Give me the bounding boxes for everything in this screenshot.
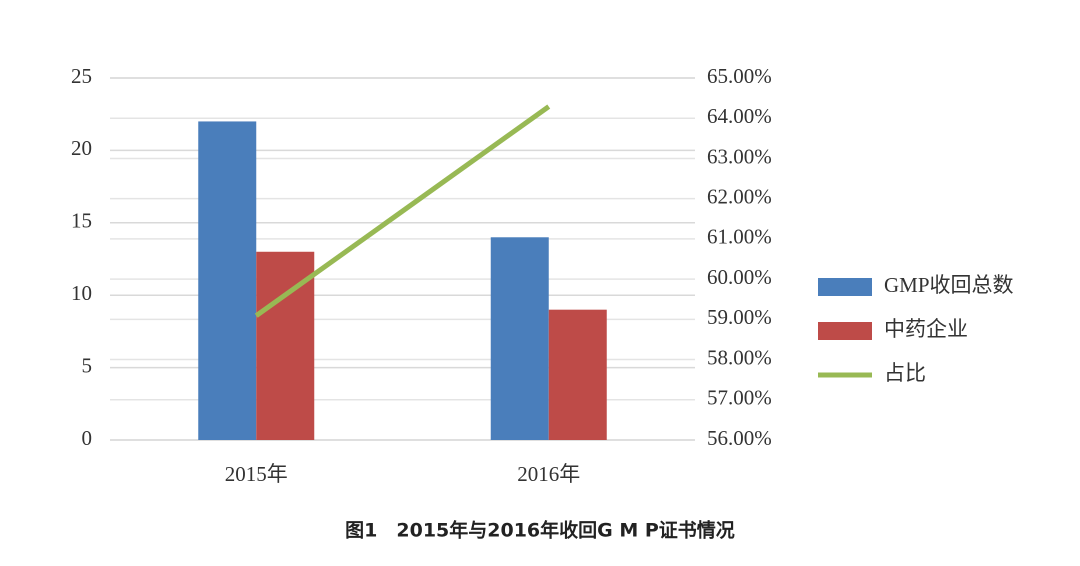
y-tick-label: 10 xyxy=(71,281,92,305)
legend-swatch xyxy=(818,278,872,296)
y2-tick-label: 63.00% xyxy=(707,144,772,168)
y-tick-label: 25 xyxy=(71,64,92,88)
y2-tick-label: 60.00% xyxy=(707,265,772,289)
bar xyxy=(198,121,257,440)
y2-tick-label: 58.00% xyxy=(707,345,772,369)
y2-tick-label: 64.00% xyxy=(707,104,772,128)
bar xyxy=(490,237,549,440)
caption: 图1 2015年与2016年收回G M P证书情况 xyxy=(345,519,735,542)
y-tick-label: 20 xyxy=(71,136,92,160)
y-tick-label: 5 xyxy=(82,353,93,377)
legend-label: 中药企业 xyxy=(884,317,968,341)
y2-tick-label: 65.00% xyxy=(707,64,772,88)
x-tick-label: 2015年 xyxy=(225,462,288,486)
line xyxy=(254,104,551,318)
bar xyxy=(548,309,607,440)
legend-label: 占比 xyxy=(884,361,926,385)
y-tick-label: 0 xyxy=(82,426,93,450)
y2-tick-label: 61.00% xyxy=(707,225,772,249)
y2-tick-label: 56.00% xyxy=(707,426,772,450)
legend-label: GMP收回总数 xyxy=(884,273,1014,297)
y2-tick-label: 57.00% xyxy=(707,386,772,410)
legend-swatch xyxy=(818,322,872,340)
y-tick-label: 15 xyxy=(71,209,92,233)
y2-tick-label: 62.00% xyxy=(707,184,772,208)
x-tick-label: 2016年 xyxy=(517,462,580,486)
y2-tick-label: 59.00% xyxy=(707,305,772,329)
